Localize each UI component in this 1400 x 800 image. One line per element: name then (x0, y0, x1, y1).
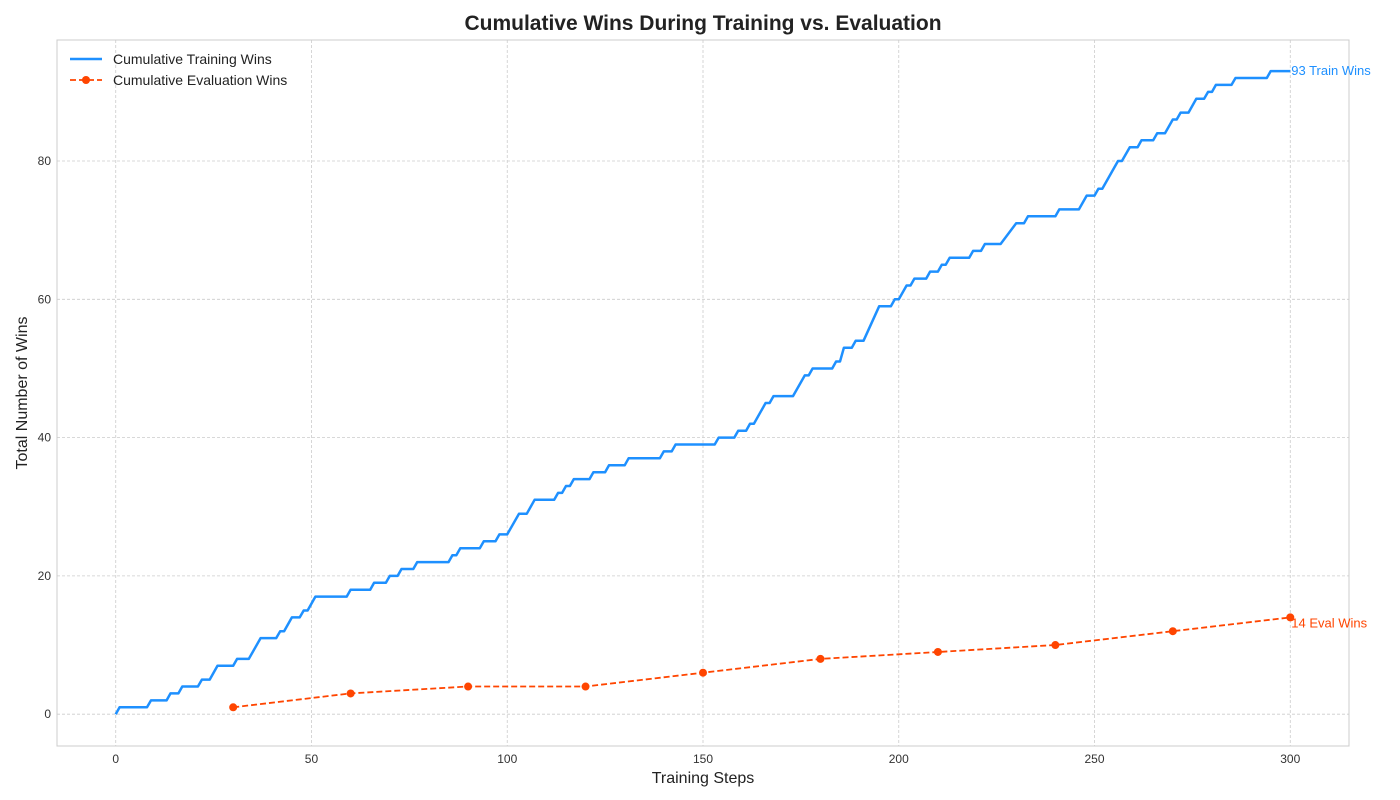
x-tick-label: 300 (1280, 752, 1300, 766)
legend-label-evaluation: Cumulative Evaluation Wins (113, 72, 287, 88)
x-axis-ticks: 0 50 100 150 200 250 300 (112, 752, 1300, 766)
series-layer (114, 69, 1295, 715)
series-line-evaluation (233, 616, 1291, 709)
evaluation-point (1286, 613, 1295, 622)
x-tick-label: 150 (693, 752, 713, 766)
legend-label-training: Cumulative Training Wins (113, 51, 272, 67)
evaluation-point (699, 668, 707, 677)
annotation-eval-wins: 14 Eval Wins (1291, 615, 1367, 630)
y-tick-label: 0 (44, 707, 51, 721)
evaluation-point (1051, 641, 1060, 650)
y-tick-label: 20 (38, 569, 52, 583)
evaluation-point (464, 682, 473, 691)
grid-lines (57, 40, 1349, 746)
end-annotations: 93 Train Wins 14 Eval Wins (1291, 63, 1371, 630)
y-axis-ticks: 0 20 40 60 80 (38, 154, 52, 721)
legend: Cumulative Training Wins Cumulative Eval… (70, 51, 287, 88)
evaluation-point (581, 682, 590, 691)
y-tick-label: 60 (38, 292, 52, 306)
evaluation-point (816, 654, 825, 663)
y-axis-label: Total Number of Wins (14, 317, 31, 470)
x-tick-label: 250 (1084, 752, 1104, 766)
legend-marker-evaluation (82, 76, 90, 84)
evaluation-point (346, 689, 355, 698)
x-tick-label: 0 (112, 752, 119, 766)
series-line-training (114, 69, 1291, 715)
evaluation-point (229, 703, 238, 712)
x-tick-label: 200 (889, 752, 909, 766)
x-axis-label: Training Steps (652, 770, 755, 787)
annotation-train-wins: 93 Train Wins (1291, 63, 1371, 78)
x-tick-label: 50 (305, 752, 319, 766)
y-tick-label: 40 (38, 431, 52, 445)
evaluation-point (1168, 627, 1177, 636)
x-tick-label: 100 (497, 752, 517, 766)
chart-title: Cumulative Wins During Training vs. Eval… (464, 12, 941, 35)
y-tick-label: 80 (38, 154, 52, 168)
evaluation-point (933, 647, 942, 656)
